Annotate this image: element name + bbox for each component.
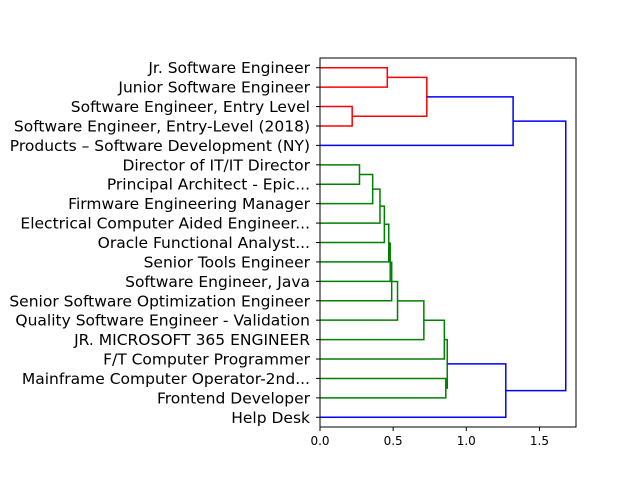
leaf-label: Senior Software Optimization Engineer (9, 292, 310, 310)
leaf-label: Junior Software Engineer (117, 79, 310, 97)
leaf-label: Oracle Functional Analyst... (98, 234, 310, 252)
leaf-label: Software Engineer, Entry-Level (2018) (14, 117, 310, 135)
dendrogram-link (320, 363, 507, 419)
leaf-label: Software Engineer, Entry Level (71, 98, 310, 116)
x-tick-label: 1.0 (457, 434, 476, 448)
x-tick-label: 0.5 (384, 434, 403, 448)
leaf-label: Mainframe Computer Operator-2nd... (22, 370, 310, 388)
dendrogram-link (320, 377, 447, 399)
leaf-label: Principal Architect - Epic... (107, 176, 310, 194)
leaf-label: Electrical Computer Aided Engineer... (20, 215, 310, 233)
leaf-label: Frontend Developer (157, 389, 311, 407)
dendrogram-link (320, 66, 389, 88)
dendrogram-links (320, 66, 567, 419)
leaf-label: Senior Tools Engineer (144, 253, 311, 271)
leaf-label: Firmware Engineering Manager (68, 195, 310, 213)
leaf-label: Jr. Software Engineer (147, 59, 310, 77)
dendrogram-link (505, 120, 567, 392)
dendrogram-link (352, 76, 428, 118)
x-axis: 0.0 0.5 1.0 1.5 (310, 427, 549, 448)
dendrogram-link (320, 188, 381, 224)
dendrogram-link (320, 223, 390, 263)
dendrogram-link (320, 280, 399, 321)
dendrogram-link (320, 96, 514, 147)
leaf-labels: Jr. Software Engineer Junior Software Eng… (9, 59, 320, 427)
leaf-label: JR. MICROSOFT 365 ENGINEER (73, 331, 310, 349)
leaf-label: Director of IT/IT Director (122, 156, 310, 174)
dendrogram-link (320, 164, 361, 185)
leaf-label: Products – Software Development (NY) (10, 137, 310, 155)
leaf-label: F/T Computer Programmer (103, 351, 311, 369)
dendrogram-link (320, 242, 391, 283)
dendrogram-link (320, 105, 353, 127)
x-tick-label: 0.0 (310, 434, 329, 448)
dendrogram-link (320, 205, 386, 244)
dendrogram-link (320, 173, 374, 205)
x-tick-label: 1.5 (530, 434, 549, 448)
leaf-label: Software Engineer, Java (125, 273, 310, 291)
leaf-label: Quality Software Engineer - Validation (15, 312, 310, 330)
leaf-label: Help Desk (231, 409, 310, 427)
